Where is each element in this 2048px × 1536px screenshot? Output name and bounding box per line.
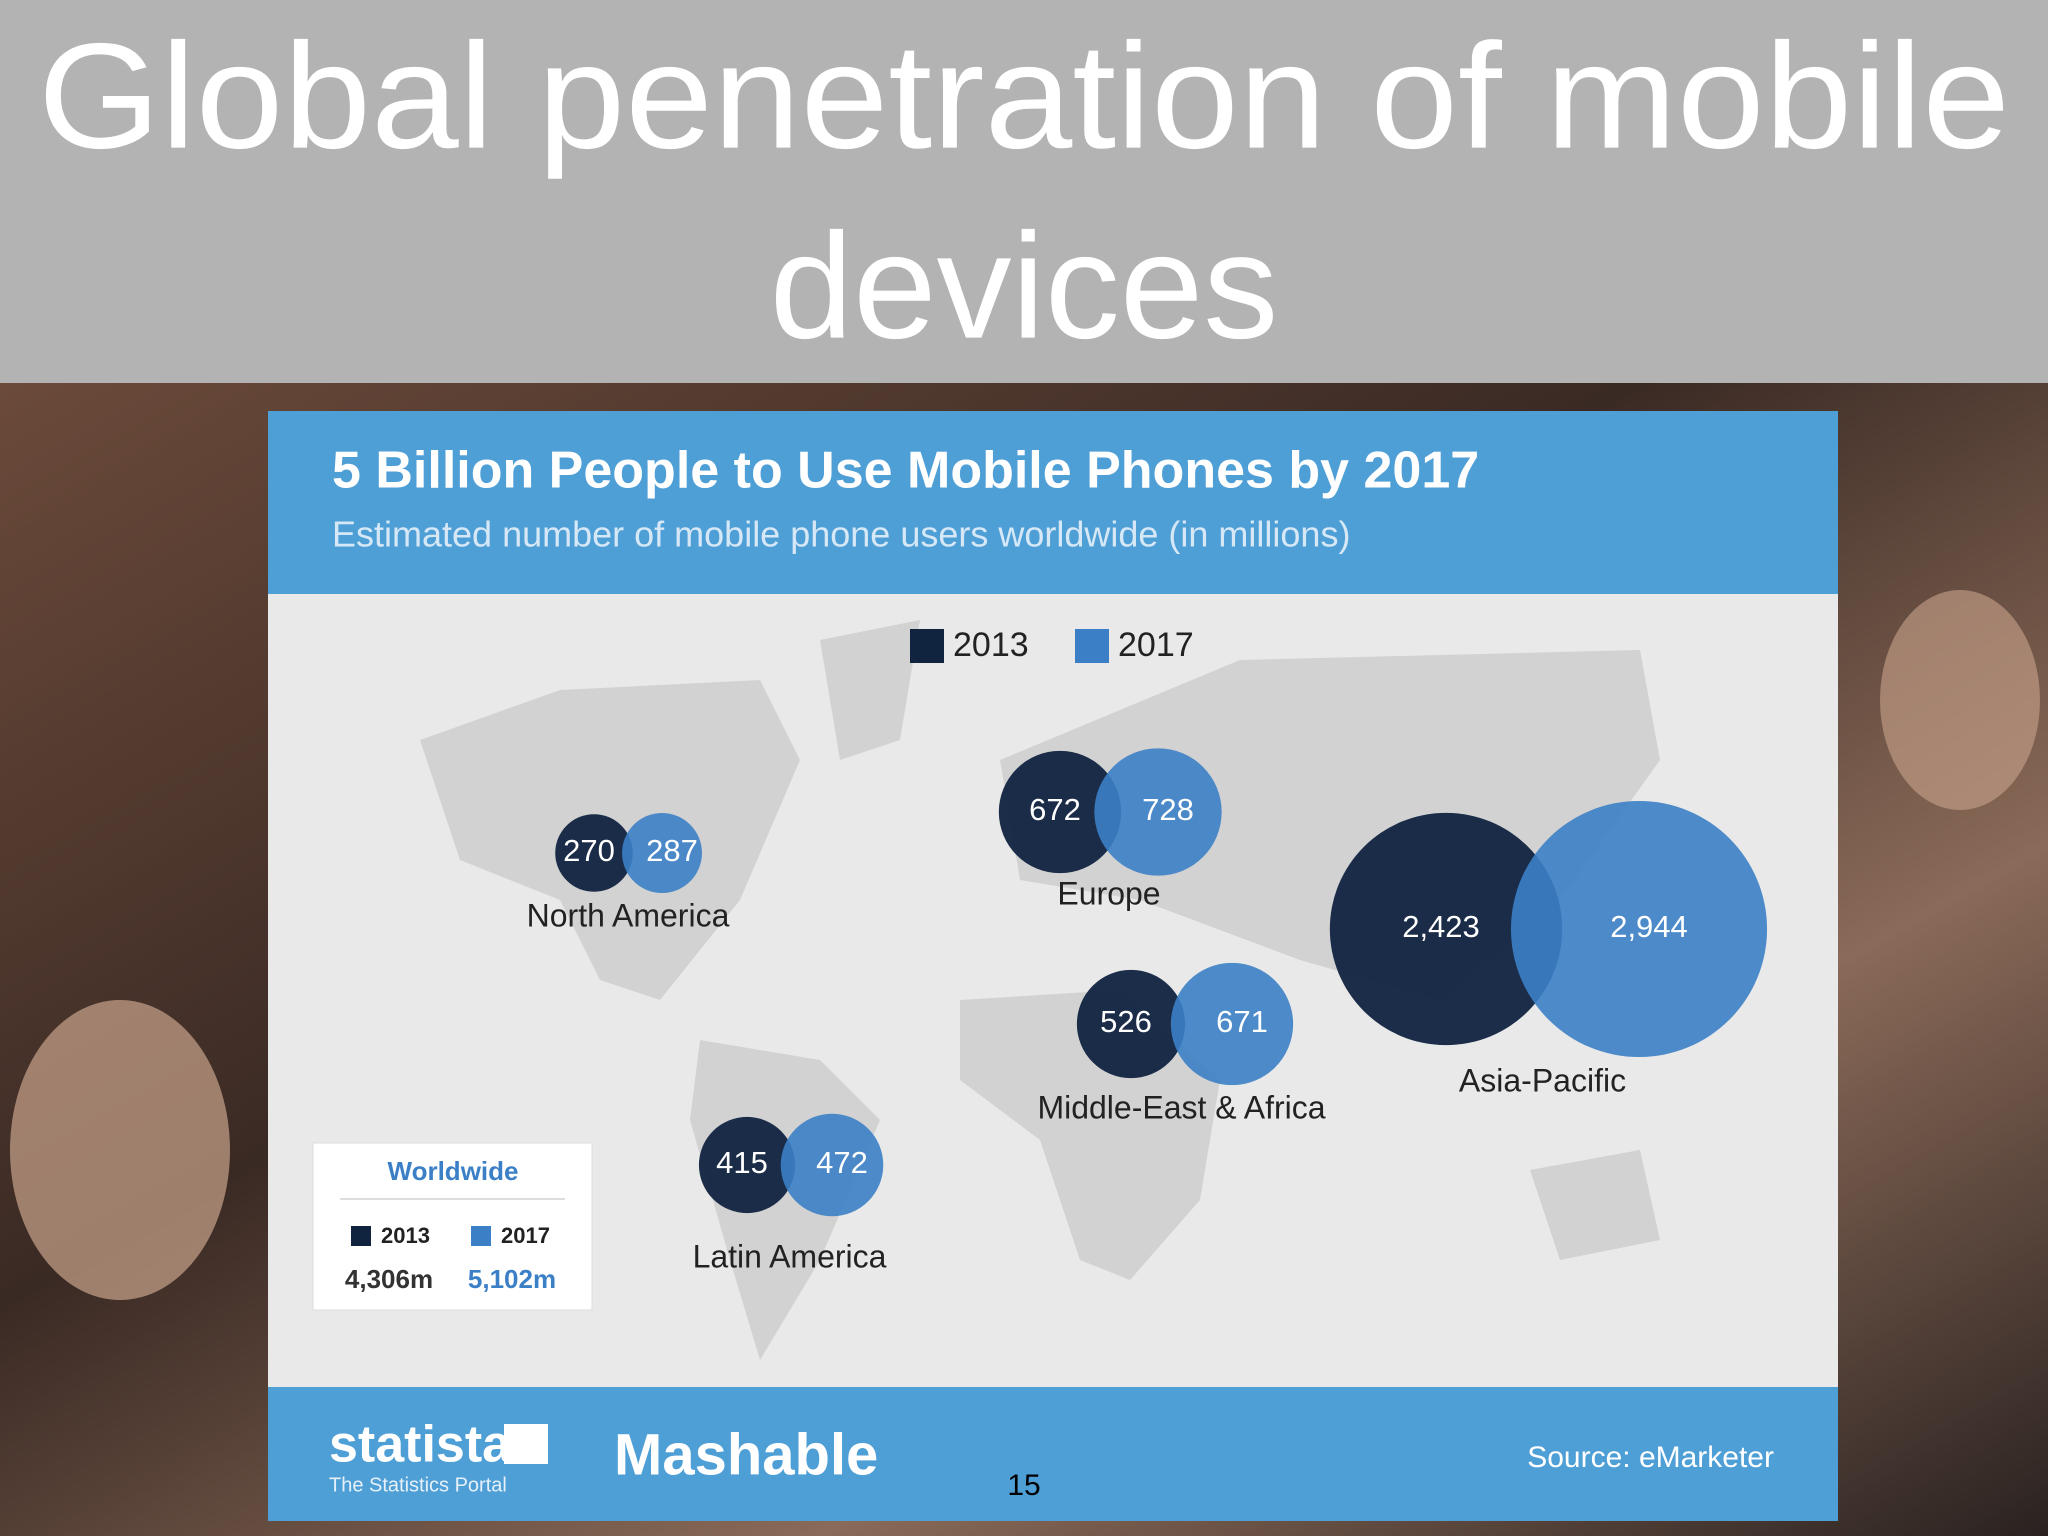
bubble <box>998 750 1122 874</box>
region-label: Asia-Pacific <box>1459 1062 1626 1098</box>
bubble-label: 270 <box>563 833 615 868</box>
region-label: Europe <box>1057 875 1160 911</box>
photo-face <box>1880 590 2040 810</box>
statista-tagline: The Statistics Portal <box>329 1474 507 1496</box>
slide-title: devices <box>770 202 1279 370</box>
bubble-label: 472 <box>816 1145 868 1180</box>
chart-title: 5 Billion People to Use Mobile Phones by… <box>332 442 1479 500</box>
bubble-label: 728 <box>1142 792 1194 827</box>
bubble <box>780 1113 884 1217</box>
bubble-label: 415 <box>716 1145 768 1180</box>
worldwide-legend-label: 2013 <box>381 1223 430 1248</box>
bubble <box>1170 962 1294 1086</box>
bubble-label: 2,944 <box>1610 909 1688 944</box>
legend-label: 2017 <box>1118 626 1194 664</box>
map-australia <box>1530 1150 1660 1260</box>
statista-icon <box>504 1424 548 1464</box>
region-label: Latin America <box>693 1238 887 1274</box>
chart-subtitle: Estimated number of mobile phone users w… <box>332 514 1350 555</box>
bubble-label: 526 <box>1100 1004 1152 1039</box>
bubble <box>1510 800 1768 1058</box>
photo-face <box>10 1000 230 1300</box>
bubble <box>1094 748 1222 876</box>
worldwide-title: Worldwide <box>388 1156 519 1186</box>
page-number: 15 <box>1007 1469 1040 1502</box>
bubble-label: 287 <box>646 833 698 868</box>
bubble-label: 672 <box>1029 792 1081 827</box>
slide-title: Global penetration of mobile <box>38 12 2010 180</box>
bubble <box>622 813 702 893</box>
bubble <box>1076 969 1186 1079</box>
bubble <box>1329 812 1563 1046</box>
title-band <box>0 0 2048 383</box>
worldwide-value: 4,306m <box>345 1264 433 1294</box>
region-label: Middle-East & Africa <box>1037 1089 1325 1125</box>
bubble <box>698 1116 796 1214</box>
worldwide-swatch <box>351 1226 371 1246</box>
chart-header <box>268 411 1838 594</box>
bubble-label: 671 <box>1216 1004 1268 1039</box>
legend-swatch <box>910 629 944 663</box>
worldwide-swatch <box>471 1226 491 1246</box>
bubble-label: 2,423 <box>1402 909 1480 944</box>
map-greenland <box>820 620 920 760</box>
source: Source: eMarketer <box>1527 1441 1774 1474</box>
mashable-logo: Mashable <box>614 1422 878 1487</box>
worldwide-value: 5,102m <box>468 1264 556 1294</box>
bubble <box>555 814 633 892</box>
legend-label: 2013 <box>953 626 1029 664</box>
region-label: North America <box>527 897 730 933</box>
worldwide-legend-label: 2017 <box>501 1223 550 1248</box>
legend-swatch <box>1075 629 1109 663</box>
statista-logo: statista <box>329 1416 512 1474</box>
